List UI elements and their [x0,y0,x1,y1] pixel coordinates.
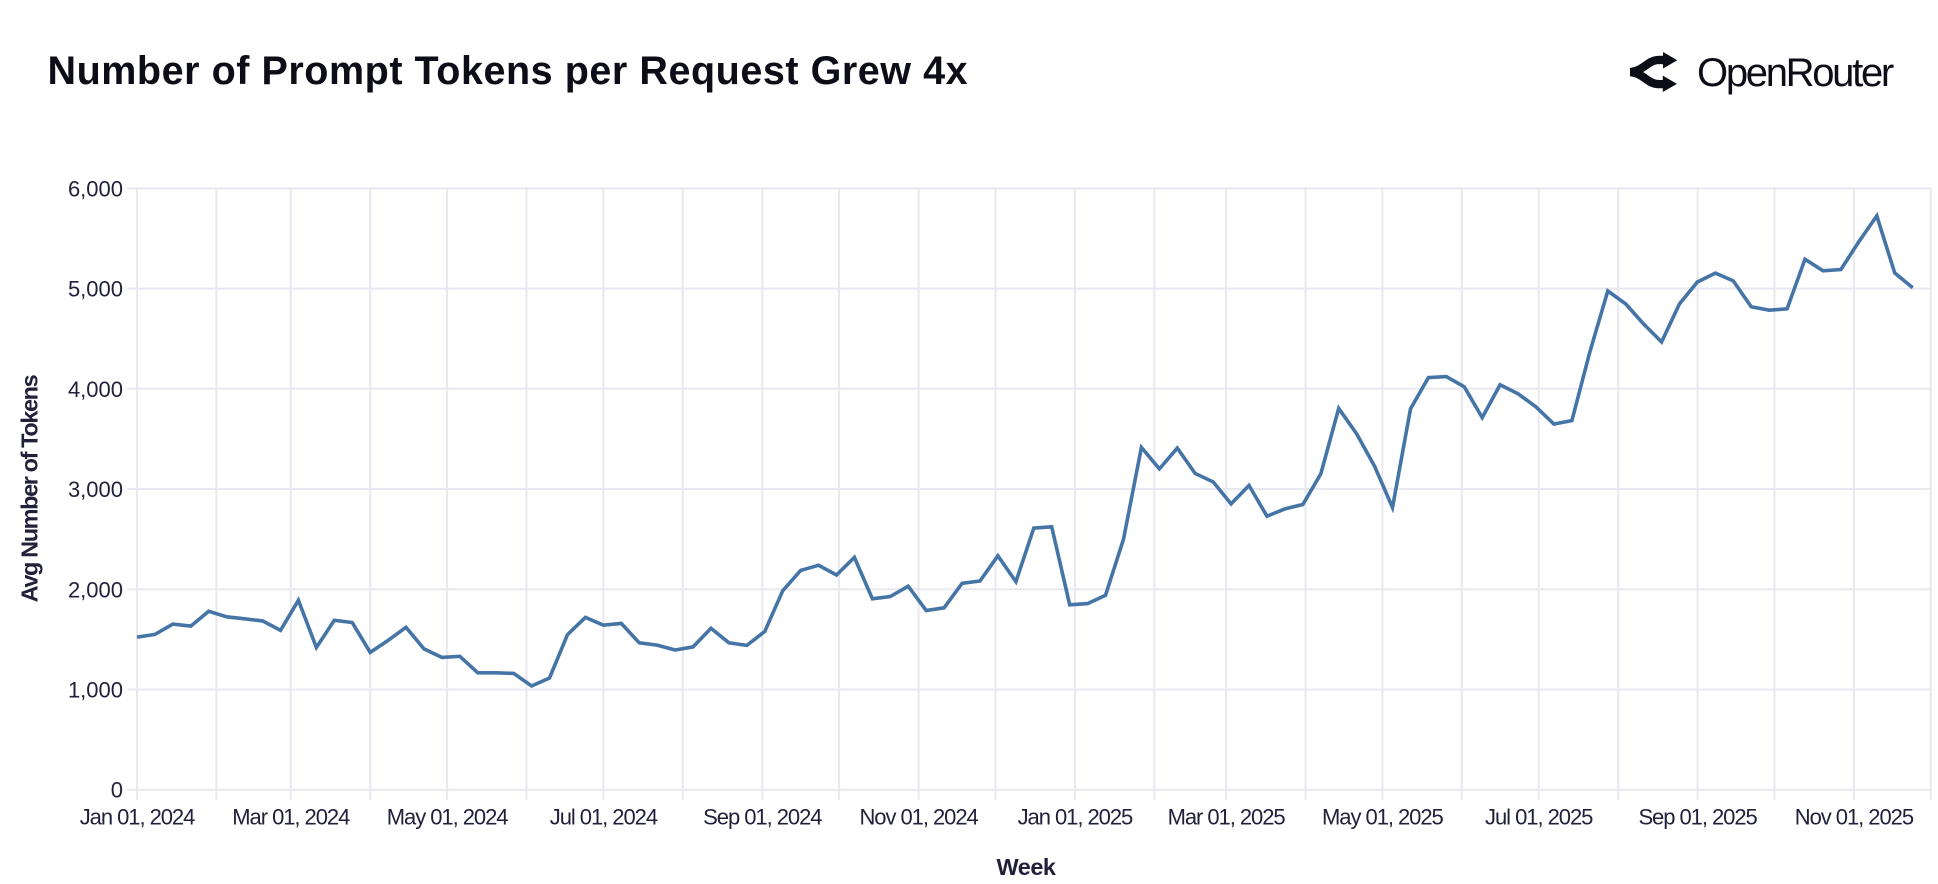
svg-text:Nov 01, 2025: Nov 01, 2025 [1795,805,1914,830]
svg-text:Mar 01, 2025: Mar 01, 2025 [1168,805,1286,830]
svg-text:Sep 01, 2024: Sep 01, 2024 [703,805,822,830]
svg-text:OpenRouter: OpenRouter [1697,51,1894,95]
svg-text:1,000: 1,000 [68,678,123,703]
svg-text:Number of Prompt Tokens per Re: Number of Prompt Tokens per Request Grew… [48,49,969,93]
svg-text:Mar 01, 2024: Mar 01, 2024 [232,805,350,830]
svg-text:5,000: 5,000 [68,277,123,302]
svg-text:3,000: 3,000 [68,477,123,502]
svg-text:May 01, 2024: May 01, 2024 [387,805,509,830]
svg-text:6,000: 6,000 [68,176,123,201]
svg-text:Jul 01, 2025: Jul 01, 2025 [1485,805,1593,830]
svg-text:Jan 01, 2025: Jan 01, 2025 [1018,805,1133,830]
svg-text:Week: Week [997,854,1057,880]
svg-text:2,000: 2,000 [68,577,123,602]
svg-text:May 01, 2025: May 01, 2025 [1322,805,1444,830]
svg-text:0: 0 [111,778,123,803]
svg-text:Jul 01, 2024: Jul 01, 2024 [550,805,658,830]
svg-text:Sep 01, 2025: Sep 01, 2025 [1638,805,1757,830]
svg-text:Jan 01, 2024: Jan 01, 2024 [80,805,195,830]
svg-text:Nov 01, 2024: Nov 01, 2024 [859,805,978,830]
svg-text:Avg Number of Tokens: Avg Number of Tokens [17,374,43,602]
svg-text:4,000: 4,000 [68,377,123,402]
